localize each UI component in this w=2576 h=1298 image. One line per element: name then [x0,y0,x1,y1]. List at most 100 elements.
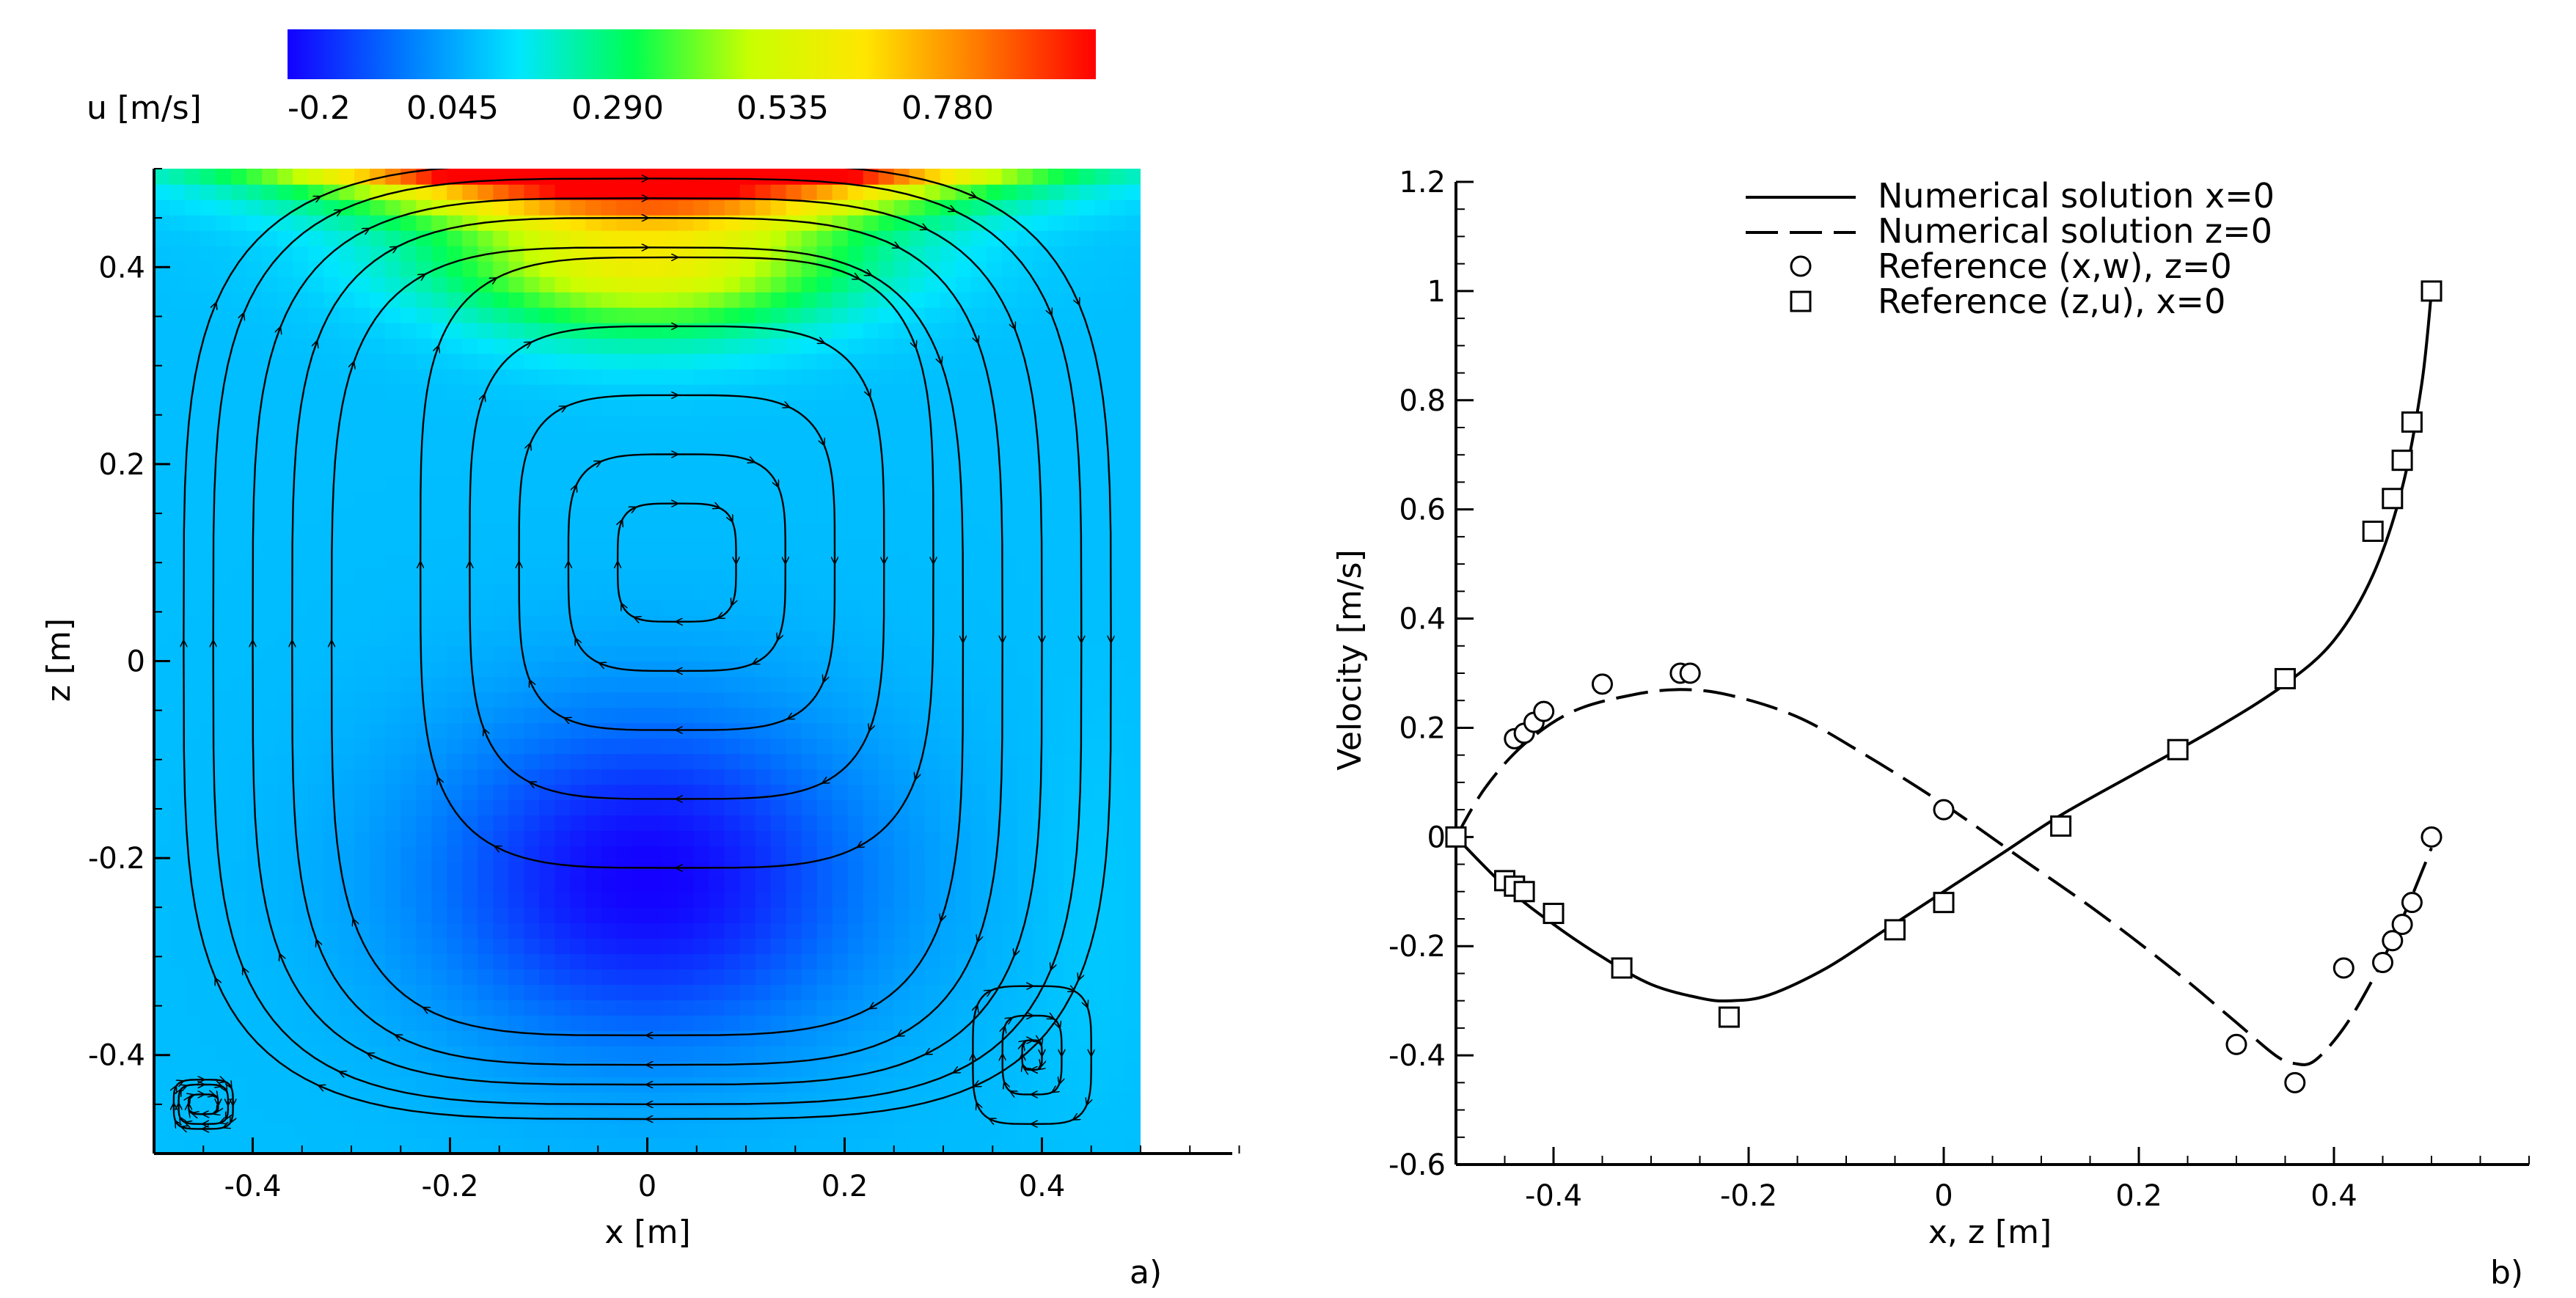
contour-cell [863,799,879,816]
contour-cell [555,661,571,678]
contour-cell [970,245,987,262]
contour-cell [1001,384,1018,400]
contour-cell [770,846,787,862]
contour-cell [462,969,479,985]
contour-cell [524,861,541,878]
contour-cell [169,1092,186,1108]
contour-cell [354,599,371,616]
contour-cell [462,291,479,308]
contour-cell [678,1046,695,1062]
contour-cell [1109,876,1126,893]
contour-cell [431,892,448,909]
contour-cell [1001,1123,1018,1139]
contour-cell [970,291,987,308]
contour-cell [216,260,232,277]
contour-cell [1124,353,1141,370]
contour-cell [185,1046,201,1062]
contour-cell [709,907,725,924]
contour-cell [462,322,479,339]
contour-cell [585,183,602,200]
contour-cell [277,1015,293,1031]
contour-cell [801,876,818,893]
contour-cell [308,876,324,893]
contour-cell [154,830,170,847]
contour-cell [1078,645,1095,662]
contour-cell [447,615,464,631]
contour-cell [447,276,464,293]
contour-cell [555,507,571,524]
contour-cell [893,399,910,416]
contour-cell [277,645,293,662]
contour-cell [662,599,679,616]
contour-cell [847,630,864,647]
contour-cell [277,923,293,939]
contour-cell [1032,923,1049,939]
contour-cell [1094,846,1110,862]
contour-cell [955,169,972,185]
contour-cell [893,953,910,969]
contour-cell [431,399,448,416]
contour-cell [555,1107,571,1123]
contour-cell [940,322,956,339]
contour-cell [385,753,402,770]
contour-cell [308,738,324,755]
contour-cell [431,645,448,662]
contour-cell [1001,1107,1018,1123]
contour-cell [416,491,433,508]
contour-cell [940,753,956,770]
contour-cell [385,322,402,339]
y-tick-label: 0.8 [1399,384,1446,418]
contour-cell [385,938,402,955]
contour-cell [1001,368,1018,385]
contour-cell [832,722,849,739]
contour-cell [786,522,802,539]
contour-cell [262,953,278,969]
contour-cell [354,984,371,1000]
contour-cell [370,630,387,647]
contour-cell [370,414,387,431]
contour-cell [816,1061,833,1077]
contour-cell [678,507,695,524]
contour-cell [1063,230,1080,246]
contour-cell [431,923,448,939]
contour-cell [539,907,556,924]
contour-cell [1063,645,1080,662]
contour-cell [955,769,972,785]
contour-cell [524,322,541,339]
contour-cell [1109,1123,1126,1139]
contour-cell [277,630,293,647]
contour-cell [539,1046,556,1062]
contour-cell [231,692,247,708]
contour-cell [909,1000,926,1016]
contour-cell [616,260,633,277]
contour-cell [431,615,448,631]
contour-cell [185,169,201,185]
contour-cell [555,538,571,554]
contour-cell [632,368,648,385]
contour-cell [816,1138,833,1154]
contour-cell [277,1000,293,1016]
contour-cell [339,522,356,539]
contour-cell [416,599,433,616]
contour-cell [508,445,525,462]
contour-cell [616,322,633,339]
contour-cell [662,353,679,370]
contour-cell [400,353,417,370]
contour-cell [1124,892,1141,909]
contour-cell [801,353,818,370]
contour-cell [293,414,309,431]
contour-cell [986,1077,1003,1093]
contour-cell [816,1092,833,1108]
contour-cell [863,676,879,693]
contour-cell [508,230,525,246]
contour-cell [1001,507,1018,524]
contour-cell [601,815,618,832]
contour-cell [1109,245,1126,262]
contour-cell [909,846,926,862]
contour-cell [924,892,941,909]
contour-cell [277,969,293,985]
contour-cell [801,1000,818,1016]
contour-cell [1001,892,1018,909]
contour-cell [585,399,602,416]
contour-cell [416,784,433,801]
